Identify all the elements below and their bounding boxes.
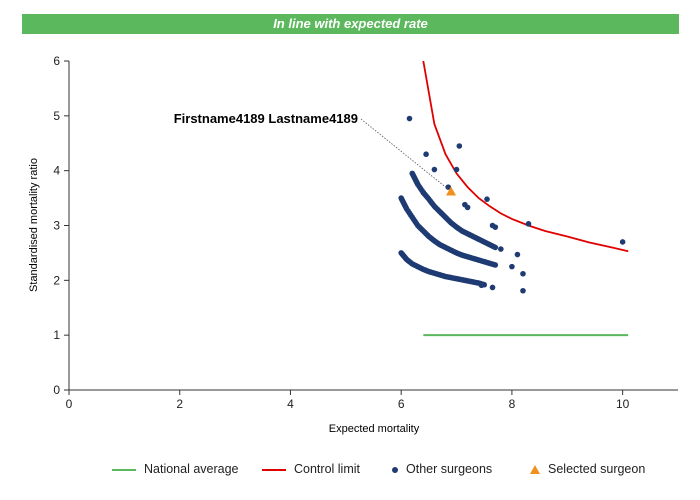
chart-legend: National average Control limit Other sur… <box>0 459 700 479</box>
other-surgeon-point <box>514 251 521 258</box>
control-limit-curve <box>422 60 629 253</box>
legend-label: Selected surgeon <box>548 462 646 476</box>
annotation-leader-line <box>360 118 452 192</box>
other-surgeon-point <box>520 270 526 277</box>
status-banner: In line with expected rate <box>22 14 679 34</box>
y-tick-label: 3 <box>53 219 60 233</box>
dot-icon <box>392 466 398 473</box>
other-surgeon-point <box>431 166 438 173</box>
other-surgeon-point <box>509 263 515 270</box>
legend-selected-surgeon: Selected surgeon <box>527 459 645 479</box>
legend-control-limit: Control limit <box>262 459 360 479</box>
other-surgeon-point <box>464 204 471 211</box>
y-tick-label: 0 <box>53 383 60 397</box>
other-surgeon-point <box>492 262 499 268</box>
other-surgeon-point <box>456 143 463 149</box>
other-surgeon-point <box>520 287 526 294</box>
x-tick-label: 4 <box>287 397 294 411</box>
other-surgeon-point <box>406 115 413 122</box>
line-swatch-icon <box>112 468 136 471</box>
legend-label: National average <box>144 462 239 476</box>
y-tick-label: 2 <box>53 273 60 287</box>
y-tick-label: 1 <box>53 328 60 342</box>
triangle-icon <box>530 465 540 475</box>
other-surgeon-point <box>492 224 499 230</box>
other-surgeon-point <box>420 189 427 196</box>
x-tick-label: 2 <box>176 397 183 411</box>
legend-label: Control limit <box>294 462 360 476</box>
funnel-plot: 0 2 4 6 8 10 0 1 2 3 4 5 6 Firstname4189 Lastname418… <box>28 54 678 435</box>
x-tick-label: 8 <box>509 397 516 411</box>
other-surgeon-point <box>489 284 496 291</box>
y-tick-label: 4 <box>53 164 60 178</box>
selected-surgeon-label: Firstname4189 Lastname4189 <box>174 111 358 126</box>
other-surgeon-point <box>498 246 504 252</box>
other-surgeon-point <box>453 166 460 173</box>
other-surgeon-point <box>619 239 626 245</box>
y-axis-label: Standardised mortality ratio <box>28 158 40 292</box>
other-surgeon-point <box>423 151 429 158</box>
x-tick-label: 6 <box>398 397 405 411</box>
y-tick-label: 6 <box>53 54 60 68</box>
other-surgeon-point <box>478 282 485 289</box>
x-tick-label: 10 <box>616 397 630 411</box>
legend-national-average: National average <box>112 459 239 479</box>
y-tick-label: 5 <box>53 109 60 123</box>
other-surgeon-point <box>525 221 532 227</box>
other-surgeon-point <box>492 244 499 251</box>
legend-label: Other surgeons <box>406 462 493 476</box>
x-axis-label: Expected mortality <box>329 423 420 435</box>
x-tick-label: 0 <box>66 397 73 411</box>
selected-surgeon-marker <box>446 186 457 196</box>
other-surgeon-point <box>484 196 490 202</box>
legend-other-surgeons: Other surgeons <box>388 459 492 479</box>
line-swatch-icon <box>262 468 286 471</box>
other-surgeon-point <box>445 184 452 190</box>
